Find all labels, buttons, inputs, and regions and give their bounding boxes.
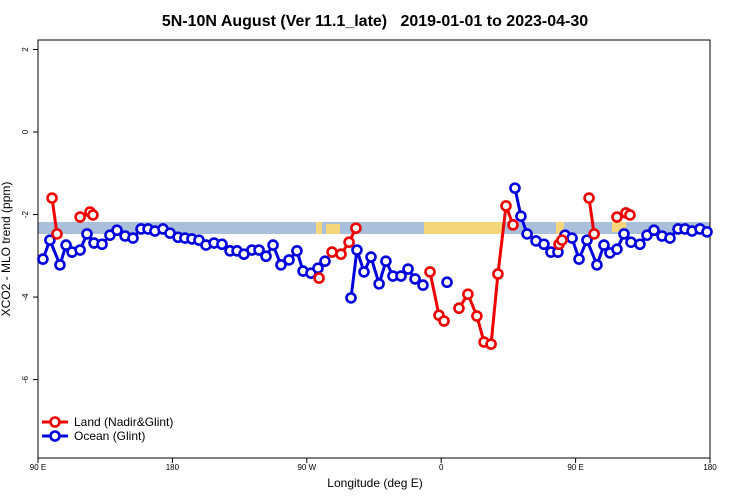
data-point [291, 245, 303, 257]
data-point [492, 268, 504, 280]
data-point [648, 224, 660, 237]
data-point [319, 255, 331, 267]
data-point [453, 302, 465, 315]
data-point [54, 259, 66, 271]
data-point [462, 288, 474, 300]
data-point [611, 243, 623, 256]
data-point [409, 273, 421, 285]
data-point [507, 219, 519, 231]
y-axis-label: XCO2 - MLO trend (ppm) [0, 182, 13, 317]
data-point [538, 238, 550, 251]
data-point [335, 248, 347, 260]
data-point [216, 238, 228, 251]
data-point [515, 210, 527, 222]
data-point [417, 279, 429, 291]
data-point [44, 234, 56, 246]
data-point [500, 200, 512, 212]
legend-swatch-point [49, 430, 61, 442]
x-tick-label: 180 [166, 463, 180, 472]
y-tick-label: 0 [21, 129, 30, 134]
data-point [345, 292, 357, 304]
data-point [441, 276, 453, 289]
data-point [111, 224, 123, 237]
data-point [380, 255, 392, 267]
data-point [351, 244, 363, 256]
data-point [74, 244, 86, 256]
land-patch [326, 224, 340, 234]
legend-swatch-point [49, 416, 61, 428]
data-point [573, 253, 585, 265]
data-point [588, 228, 600, 240]
x-tick-label: 180 [703, 463, 717, 472]
data-point [701, 226, 713, 238]
data-point [283, 254, 295, 266]
data-point [74, 211, 86, 223]
x-tick-label: 90 E [30, 463, 46, 472]
y-tick-label: -6 [21, 375, 30, 383]
data-point [618, 228, 630, 240]
data-point [556, 234, 568, 246]
x-axis-label: Longitude (deg E) [327, 476, 422, 490]
data-point [625, 236, 637, 248]
y-tick-label: 2 [21, 47, 30, 52]
data-point [326, 246, 338, 258]
data-point [358, 266, 370, 278]
data-point [438, 315, 450, 327]
data-point [583, 192, 595, 204]
data-point [521, 228, 533, 240]
x-tick-label: 90 E [567, 463, 583, 472]
data-point [87, 209, 99, 221]
data-point [509, 182, 521, 194]
data-point [60, 239, 72, 251]
y-tick-label: -4 [21, 293, 30, 301]
series-line [50, 197, 631, 346]
data-point [611, 211, 623, 223]
data-point [260, 250, 272, 263]
data-point [566, 232, 578, 244]
data-point [591, 259, 603, 271]
plot-frame [37, 39, 711, 459]
land-patch [556, 222, 564, 234]
data-point [46, 192, 58, 204]
data-point [402, 263, 414, 275]
data-point [365, 251, 377, 263]
data-point [81, 228, 93, 240]
data-point [96, 238, 108, 251]
data-point [37, 253, 49, 265]
data-point [624, 209, 636, 221]
y-tick-label: -2 [21, 210, 30, 218]
data-point [127, 232, 139, 244]
data-point [51, 228, 63, 240]
map-strip [38, 222, 710, 234]
x-tick-label: 0 [439, 463, 444, 472]
data-point [664, 232, 676, 244]
data-point [634, 238, 646, 251]
land-patch [612, 222, 626, 232]
data-point [471, 310, 483, 322]
chart-title: 5N-10N August (Ver 11.1_late) 2019-01-01… [162, 13, 588, 30]
ocean-strip [38, 222, 710, 234]
data-point [313, 272, 325, 284]
data-point [253, 244, 265, 256]
land-patch [424, 222, 502, 234]
data-point [424, 266, 436, 278]
legend-label: Ocean (Glint) [74, 429, 145, 443]
land-patch [316, 222, 322, 234]
x-tick-label: 90 W [297, 463, 316, 472]
data-point [485, 338, 497, 350]
data-point [267, 239, 279, 251]
data-point [395, 270, 407, 282]
data-point [598, 239, 610, 251]
data-point [373, 278, 385, 290]
data-point [350, 222, 362, 234]
data-point [343, 236, 355, 248]
legend-label: Land (Nadir&Glint) [74, 415, 173, 429]
data-point [581, 234, 593, 246]
data-point [275, 259, 287, 271]
